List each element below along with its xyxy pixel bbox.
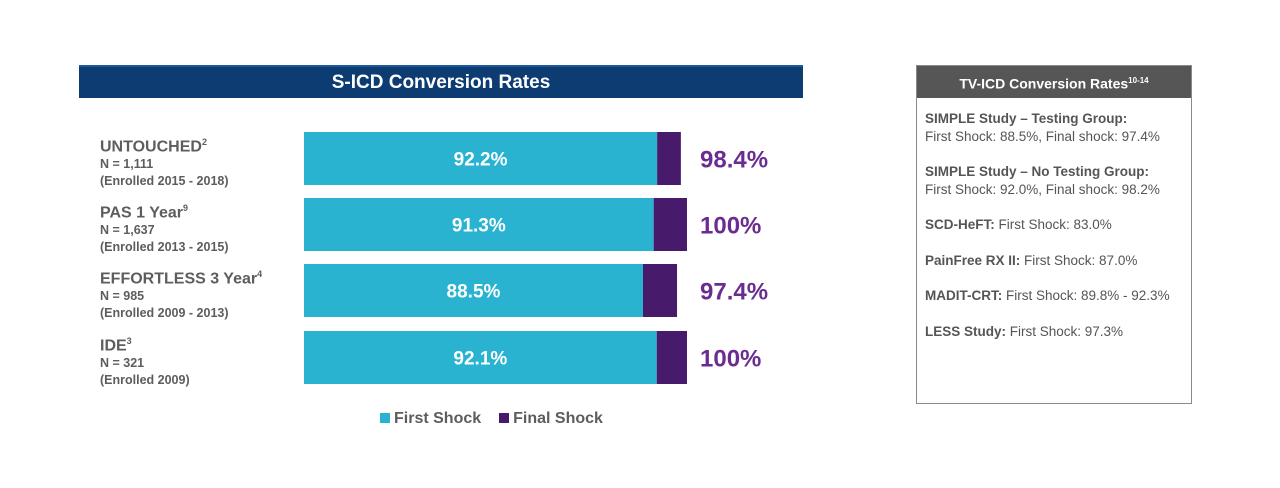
category-label: PAS 1 Year9 N = 1,637 (Enrolled 2013 - 201… (100, 199, 229, 256)
tv-study-result: First Shock: 88.5%, Final shock: 97.4% (925, 128, 1160, 144)
tv-study-name: PainFree RX II: (925, 252, 1021, 268)
tv-study-item: PainFree RX II: First Shock: 87.0% (925, 252, 1183, 270)
category-ref: 9 (183, 203, 189, 213)
data-label-final-shock: 100% (700, 213, 761, 240)
data-label-first-shock: 88.5% (447, 282, 501, 303)
tv-study-item: MADIT-CRT: First Shock: 89.8% - 92.3% (925, 287, 1183, 305)
category-ref: 2 (201, 137, 207, 147)
legend-swatch (380, 413, 390, 423)
category-enrolled: (Enrolled 2009 - 2013) (100, 306, 229, 321)
tv-study-name: SIMPLE Study – Testing Group: (925, 111, 1128, 126)
legend: First Shock Final Shock (380, 410, 603, 428)
bar-final-shock (656, 331, 687, 384)
category-enrolled: (Enrolled 2009) (100, 373, 190, 388)
chart-title: S-ICD Conversion Rates (79, 65, 803, 98)
bar-first-shock (304, 264, 643, 317)
tv-title-ref: 10-14 (1128, 76, 1149, 85)
data-label-first-shock: 92.1% (453, 349, 507, 370)
category-n: N = 1,637 (100, 223, 155, 238)
tv-study-name: SCD-HeFT: (925, 217, 995, 232)
category-name: IDE3 (100, 336, 132, 355)
legend-item-first-shock: First Shock (380, 410, 481, 428)
tv-study-result: First Shock: 87.0% (1020, 252, 1138, 268)
tv-title-text: TV-ICD Conversion Rates (959, 75, 1129, 92)
category-label: EFFORTLESS 3 Year4 N = 985 (Enrolled 2009 … (100, 265, 262, 322)
tv-study-item: SIMPLE Study – No Testing Group: First Sh… (925, 163, 1183, 198)
category-name: UNTOUCHED2 (100, 137, 207, 156)
tv-study-name: LESS Study: (925, 323, 1007, 339)
tv-study-item: LESS Study: First Shock: 97.3% (925, 323, 1183, 341)
tv-study-result: First Shock: 89.8% - 92.3% (1002, 288, 1170, 303)
data-label-first-shock: 92.2% (454, 150, 508, 171)
category-n: N = 1,111 (100, 157, 154, 172)
category-label: IDE3 N = 321 (Enrolled 2009) (100, 332, 190, 389)
category-enrolled: (Enrolled 2013 - 2015) (100, 240, 229, 255)
data-label-first-shock: 91.3% (452, 216, 506, 237)
tv-study-item: SIMPLE Study – Testing Group: First Shock… (925, 110, 1183, 145)
tv-study-result: First Shock: 92.0%, Final shock: 98.2% (925, 181, 1160, 197)
category-n: N = 985 (100, 289, 145, 304)
tv-study-result: First Shock: 97.3% (1006, 323, 1124, 339)
tv-study-result: First Shock: 83.0% (994, 217, 1112, 232)
category-n: N = 321 (100, 356, 145, 371)
bar-final-shock (642, 264, 678, 317)
tv-study-name: MADIT-CRT: (925, 288, 1003, 303)
category-ref: 3 (126, 336, 132, 346)
tv-panel-title: TV-ICD Conversion Rates10-14 (917, 66, 1191, 98)
legend-label: Final Shock (513, 410, 603, 427)
category-ref: 4 (257, 269, 263, 279)
data-label-final-shock: 97.4% (700, 279, 768, 306)
data-label-final-shock: 100% (700, 346, 761, 373)
legend-label: First Shock (394, 410, 482, 427)
bar-final-shock (657, 132, 681, 185)
category-name: PAS 1 Year9 (100, 203, 189, 222)
tv-study-item: SCD-HeFT: First Shock: 83.0% (925, 216, 1183, 234)
legend-item-final-shock: Final Shock (499, 410, 603, 428)
category-enrolled: (Enrolled 2015 - 2018) (100, 174, 229, 189)
tv-icd-panel: TV-ICD Conversion Rates10-14 SIMPLE Stud… (916, 65, 1192, 404)
legend-swatch (499, 413, 510, 423)
bar-first-shock (304, 132, 658, 185)
data-label-final-shock: 98.4% (700, 147, 768, 174)
category-label: UNTOUCHED2 N = 1,111 (Enrolled 2015 - 2018… (100, 133, 229, 190)
bar-first-shock (304, 331, 657, 384)
bar-final-shock (653, 198, 687, 251)
bar-first-shock (304, 198, 654, 251)
category-name: EFFORTLESS 3 Year4 (100, 269, 263, 288)
tv-study-name: SIMPLE Study – No Testing Group: (925, 164, 1150, 179)
